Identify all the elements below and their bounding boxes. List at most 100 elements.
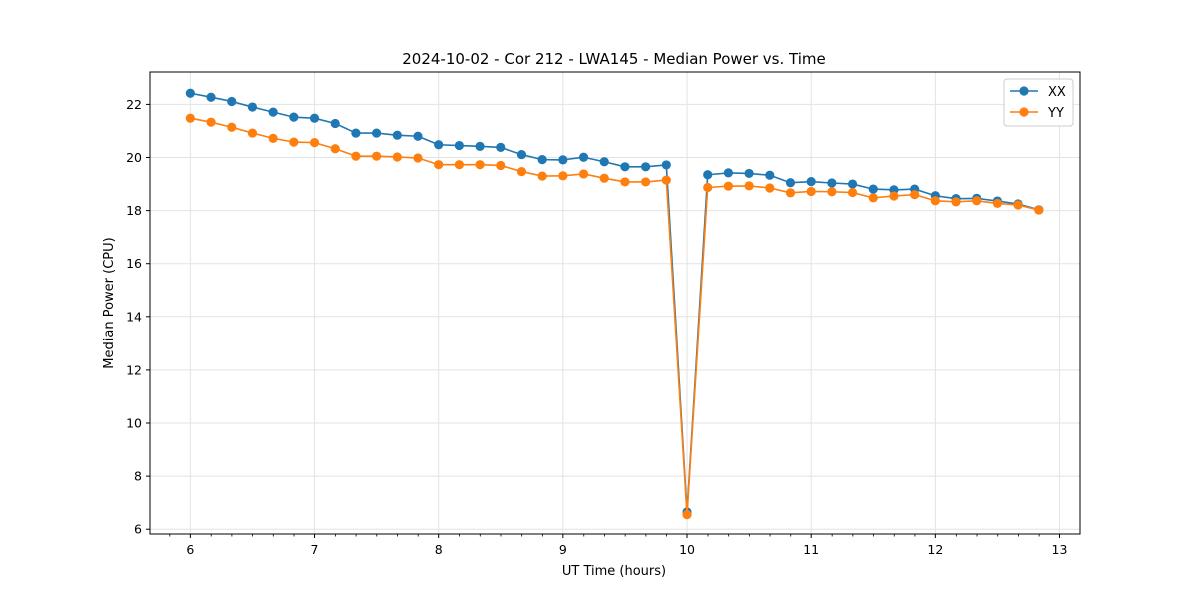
data-point-yy bbox=[206, 117, 216, 127]
data-point-xx bbox=[185, 88, 195, 98]
data-point-yy bbox=[185, 113, 195, 123]
data-point-yy bbox=[744, 181, 754, 191]
data-point-yy bbox=[703, 182, 713, 193]
data-point-yy bbox=[454, 160, 464, 170]
data-point-xx bbox=[868, 184, 878, 194]
data-point-xx bbox=[827, 178, 837, 188]
y-tick-label: 16 bbox=[126, 256, 142, 271]
data-point-xx bbox=[599, 157, 609, 167]
data-point-xx bbox=[641, 162, 651, 172]
data-point-xx bbox=[309, 113, 320, 123]
data-point-yy bbox=[972, 196, 982, 206]
data-point-yy bbox=[309, 138, 320, 148]
data-point-yy bbox=[413, 153, 423, 163]
y-tick-label: 8 bbox=[134, 469, 142, 484]
data-point-yy bbox=[785, 188, 796, 198]
data-point-yy bbox=[537, 171, 547, 181]
data-point-xx bbox=[516, 149, 527, 160]
x-tick-label: 12 bbox=[927, 542, 943, 557]
data-point-xx bbox=[392, 130, 402, 140]
data-point-xx bbox=[206, 92, 216, 102]
data-point-xx bbox=[558, 155, 568, 165]
y-axis: 6 8 10 12 14 16 18 20 22 bbox=[126, 97, 150, 537]
x-tick-label: 7 bbox=[311, 542, 319, 557]
data-point-yy bbox=[227, 122, 237, 132]
data-point-xx bbox=[454, 140, 464, 151]
data-point-yy bbox=[827, 187, 837, 197]
legend-label-xx: XX bbox=[1048, 85, 1066, 100]
data-point-yy bbox=[496, 160, 506, 171]
y-axis-label: Median Power (CPU) bbox=[102, 237, 117, 368]
data-point-yy bbox=[661, 175, 671, 185]
legend-marker-xx bbox=[1019, 86, 1029, 96]
legend: XX YY bbox=[1003, 78, 1074, 127]
data-point-yy bbox=[620, 177, 630, 187]
y-tick-label: 22 bbox=[126, 97, 142, 112]
y-tick-label: 14 bbox=[126, 309, 142, 324]
data-point-yy bbox=[930, 196, 940, 206]
chart-title: 2024-10-02 - Cor 212 - LWA145 - Median P… bbox=[402, 50, 826, 68]
data-point-yy bbox=[475, 160, 485, 170]
data-point-xx bbox=[496, 142, 506, 153]
data-point-yy bbox=[516, 166, 527, 177]
legend-marker-yy bbox=[1019, 107, 1029, 117]
data-point-yy bbox=[289, 137, 299, 147]
data-point-xx bbox=[289, 112, 299, 122]
data-point-yy bbox=[351, 151, 361, 161]
data-point-yy bbox=[1034, 205, 1044, 215]
y-tick-label: 12 bbox=[126, 362, 142, 377]
data-point-yy bbox=[765, 183, 775, 193]
x-tick-label: 6 bbox=[186, 542, 194, 557]
data-point-xx bbox=[475, 141, 485, 151]
data-point-xx bbox=[413, 131, 423, 141]
data-point-xx bbox=[351, 128, 361, 138]
data-point-yy bbox=[268, 133, 278, 143]
series-xx bbox=[185, 88, 1044, 517]
data-point-xx bbox=[806, 177, 816, 187]
legend-label-yy: YY bbox=[1047, 106, 1064, 121]
series-layer bbox=[185, 88, 1044, 520]
data-point-xx bbox=[723, 168, 734, 178]
data-point-xx bbox=[744, 168, 754, 179]
x-tick-label: 8 bbox=[435, 542, 443, 557]
data-point-xx bbox=[247, 102, 258, 112]
data-point-xx bbox=[268, 107, 278, 117]
data-point-yy bbox=[599, 173, 609, 183]
y-tick-label: 20 bbox=[126, 150, 142, 165]
y-tick-label: 18 bbox=[126, 203, 142, 218]
x-tick-label: 10 bbox=[679, 542, 695, 557]
data-point-yy bbox=[910, 190, 920, 200]
x-tick-label: 9 bbox=[559, 542, 567, 557]
data-point-yy bbox=[868, 193, 878, 203]
data-point-yy bbox=[392, 152, 402, 162]
data-point-yy bbox=[951, 197, 961, 207]
data-point-xx bbox=[434, 140, 444, 150]
data-point-yy bbox=[889, 191, 899, 201]
data-point-xx bbox=[785, 178, 796, 188]
data-point-xx bbox=[330, 118, 340, 129]
data-point-xx bbox=[578, 152, 589, 162]
data-point-yy bbox=[723, 181, 734, 191]
data-point-yy bbox=[372, 151, 382, 161]
x-axis-label: UT Time (hours) bbox=[562, 564, 666, 579]
y-tick-label: 6 bbox=[134, 522, 142, 537]
data-point-yy bbox=[434, 160, 444, 170]
data-point-xx bbox=[847, 179, 858, 189]
data-point-yy bbox=[847, 187, 858, 198]
x-tick-label: 11 bbox=[803, 542, 819, 557]
data-point-xx bbox=[661, 160, 671, 170]
data-point-yy bbox=[247, 128, 258, 138]
y-tick-label: 10 bbox=[126, 416, 142, 431]
data-point-yy bbox=[578, 169, 589, 179]
x-tick-label: 13 bbox=[1052, 542, 1068, 557]
data-point-xx bbox=[227, 96, 237, 107]
data-point-xx bbox=[703, 170, 713, 180]
series-yy bbox=[185, 113, 1044, 520]
data-point-xx bbox=[765, 170, 775, 180]
data-point-yy bbox=[992, 198, 1003, 209]
plot-frame bbox=[149, 71, 1081, 535]
data-point-xx bbox=[372, 128, 382, 138]
